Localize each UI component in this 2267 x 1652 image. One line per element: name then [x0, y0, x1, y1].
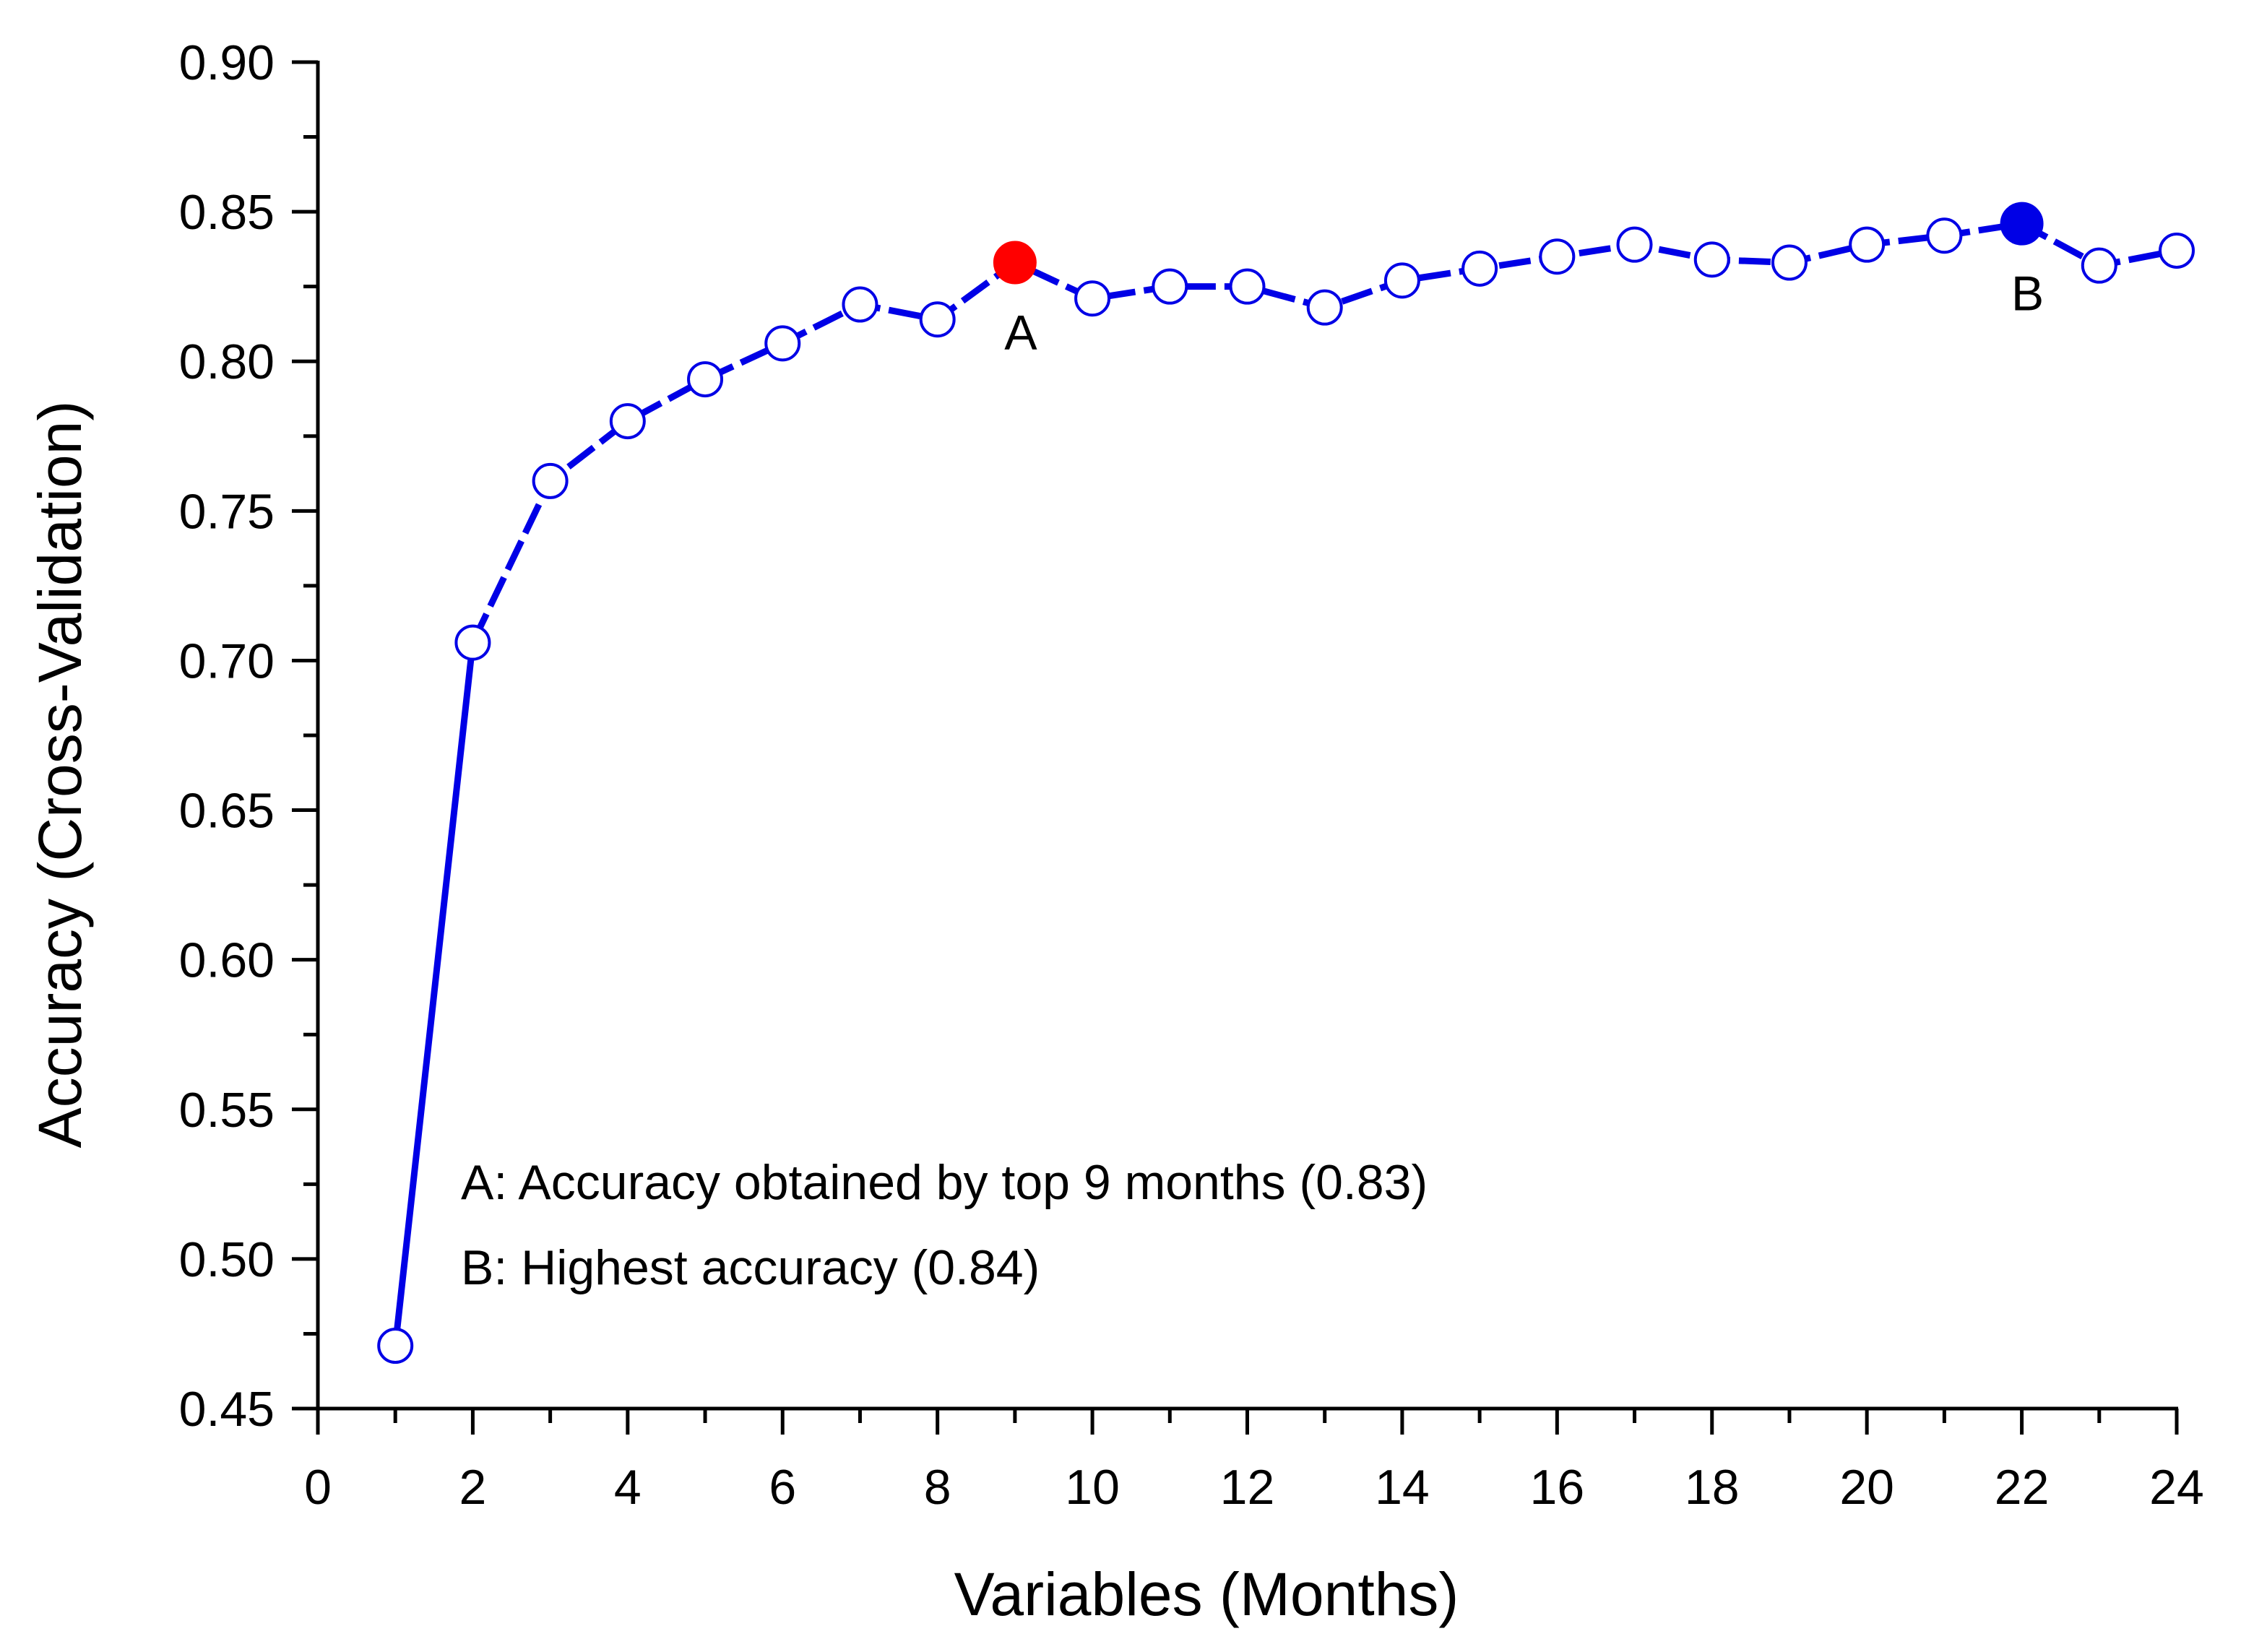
highlight-labels: AB — [1004, 267, 2044, 360]
highlight-label-a: A — [1004, 306, 1037, 360]
data-point — [532, 462, 569, 499]
x-tick-label: 0 — [304, 1460, 332, 1515]
y-tick-label: 0.70 — [179, 633, 275, 688]
y-tick-label: 0.75 — [179, 484, 275, 539]
data-point — [764, 325, 801, 362]
x-tick-label: 22 — [1995, 1460, 2050, 1515]
data-point — [1306, 289, 1343, 326]
data-point — [1849, 226, 1886, 263]
data-point — [1771, 244, 1808, 281]
x-tick-label: 14 — [1375, 1460, 1430, 1515]
annotation-a: A: Accuracy obtained by top 9 months (0.… — [461, 1155, 1428, 1210]
data-point — [1693, 241, 1730, 278]
x-tick-label: 6 — [769, 1460, 796, 1515]
y-tick-label: 0.65 — [179, 784, 275, 839]
highlight-label-b: B — [2011, 267, 2044, 321]
annotation-b: B: Highest accuracy (0.84) — [461, 1240, 1040, 1295]
data-point — [1229, 268, 1266, 305]
data-point-highlight-b — [2000, 202, 2044, 246]
x-tick-label: 4 — [614, 1460, 642, 1515]
data-point — [687, 361, 724, 398]
data-point — [2081, 247, 2117, 284]
x-tick-label: 24 — [2149, 1460, 2204, 1515]
y-tick-label: 0.55 — [179, 1083, 275, 1138]
x-axis-title: Variables (Months) — [954, 1560, 1459, 1628]
data-point — [377, 1328, 414, 1365]
x-tick-label: 18 — [1685, 1460, 1740, 1515]
x-tick-label: 16 — [1530, 1460, 1585, 1515]
data-point — [2159, 232, 2195, 269]
data-point — [1616, 226, 1653, 263]
y-tick-label: 0.45 — [179, 1382, 275, 1437]
data-point — [1461, 250, 1498, 287]
data-point — [1926, 217, 1963, 254]
data-point — [1383, 262, 1420, 299]
y-tick-label: 0.90 — [179, 35, 275, 90]
x-tick-label: 12 — [1220, 1460, 1275, 1515]
ticks: 0.45 0.50 0.55 0.60 0.65 0.70 0.75 0.80 0.85 0.90… — [179, 35, 2204, 1515]
series-segment — [392, 642, 476, 1346]
data-point — [919, 301, 956, 338]
data-point — [842, 286, 878, 323]
data-point — [1539, 238, 1576, 275]
data-point — [1074, 280, 1111, 317]
y-tick-label: 0.80 — [179, 334, 275, 389]
y-tick-label: 0.60 — [179, 933, 275, 988]
data-point-highlight-a — [993, 241, 1037, 285]
x-tick-label: 10 — [1065, 1460, 1120, 1515]
series-line — [470, 220, 2177, 644]
data-points — [377, 202, 2195, 1365]
data-point — [1152, 268, 1188, 305]
data-point — [454, 624, 491, 661]
y-tick-label: 0.85 — [179, 185, 275, 240]
x-tick-label: 2 — [459, 1460, 487, 1515]
y-tick-label: 0.50 — [179, 1232, 275, 1287]
y-axis-title: Accuracy (Cross-Validation) — [26, 401, 94, 1149]
data-point — [609, 403, 646, 440]
x-tick-label: 20 — [1839, 1460, 1894, 1515]
x-tick-label: 8 — [924, 1460, 951, 1515]
